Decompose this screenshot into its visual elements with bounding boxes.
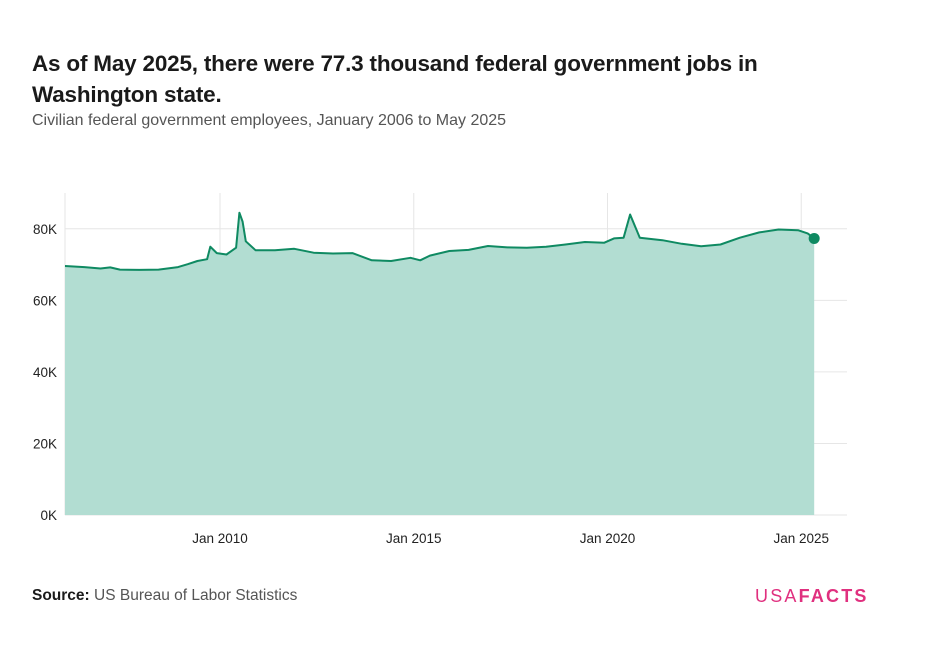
x-tick-label: Jan 2015 <box>386 531 442 546</box>
source-text: US Bureau of Labor Statistics <box>94 587 298 604</box>
plot-area <box>64 211 820 515</box>
y-tick-label: 20K <box>33 436 57 451</box>
logo-facts: FACTS <box>798 586 869 606</box>
last-point-marker <box>808 232 820 244</box>
y-tick-label: 60K <box>33 293 57 308</box>
series-line <box>64 211 815 271</box>
y-tick-label: 40K <box>33 365 57 380</box>
series-area <box>65 212 815 515</box>
usafacts-logo: USAFACTS <box>755 586 869 607</box>
x-axis: Jan 2010 Jan 2015 Jan 2020 Jan 2025 <box>192 531 829 546</box>
chart-subtitle: Civilian federal government employees, J… <box>32 112 507 129</box>
x-tick-label: Jan 2025 <box>773 531 829 546</box>
x-tick-label: Jan 2020 <box>580 531 636 546</box>
y-tick-label: 0K <box>40 508 57 523</box>
y-tick-label: 80K <box>33 222 57 237</box>
chart-title: As of May 2025, there were 77.3 thousand… <box>32 51 758 107</box>
y-axis: 0K 20K 40K 60K 80K <box>33 222 57 523</box>
source-note: Source: US Bureau of Labor Statistics <box>32 587 297 605</box>
source-label: Source: <box>32 587 90 604</box>
logo-usa: USA <box>755 586 799 606</box>
x-tick-label: Jan 2010 <box>192 531 248 546</box>
